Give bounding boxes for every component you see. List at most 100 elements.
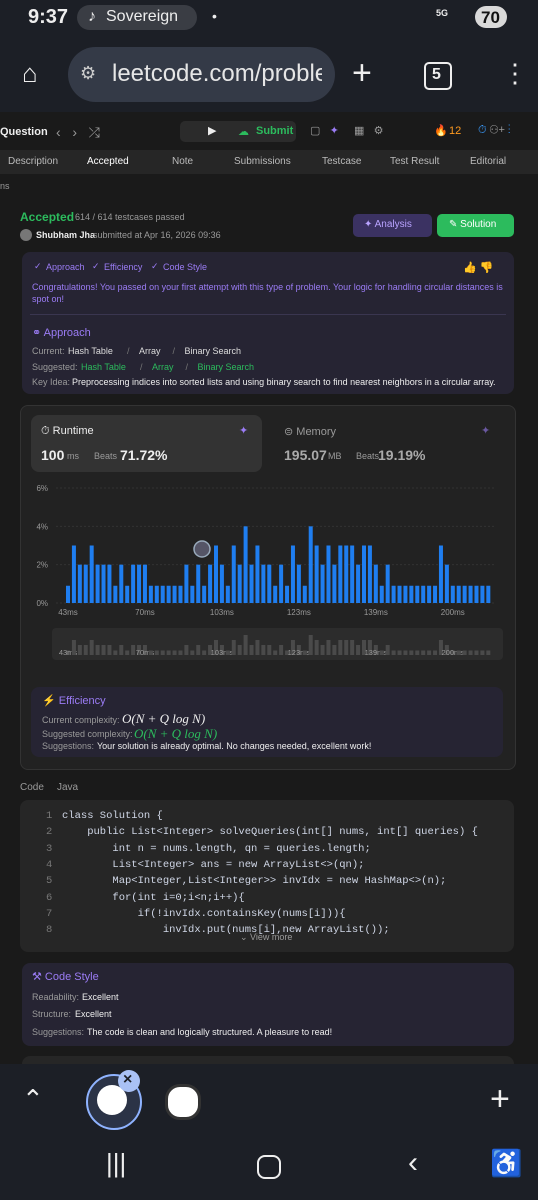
new-tab[interactable]: + xyxy=(352,54,372,92)
runtime-unit: ms xyxy=(67,451,79,461)
submit-button[interactable]: Submit xyxy=(256,125,294,137)
site-info[interactable]: ⚙ xyxy=(80,63,97,83)
bar xyxy=(409,585,414,603)
tag[interactable]: Hash Table xyxy=(81,362,126,372)
question-label[interactable]: Question xyxy=(0,126,48,138)
overview-label: 103ms xyxy=(211,648,234,657)
key-idea: Preprocessing indices into sorted lists … xyxy=(72,377,496,387)
bar xyxy=(308,526,313,603)
view-more[interactable]: ⌄ View more xyxy=(240,932,293,942)
runtime-value: 100 xyxy=(41,447,65,463)
spark: ✦ xyxy=(481,425,491,437)
bar xyxy=(385,564,390,603)
nav-arrows[interactable]: ‹ › ⤮ xyxy=(56,124,100,140)
bar xyxy=(367,545,372,603)
streak[interactable]: 12 xyxy=(449,125,462,137)
media-chip[interactable] xyxy=(77,5,197,30)
runtime-beats: 71.72% xyxy=(120,447,168,463)
accessibility[interactable]: ♿ xyxy=(490,1148,523,1178)
tab[interactable]: Test Result xyxy=(390,156,440,167)
menu[interactable]: ⋮ xyxy=(502,58,528,88)
analysis-button[interactable] xyxy=(353,214,432,237)
runtime-tile[interactable] xyxy=(31,415,262,472)
toolbar-icons[interactable]: ▢ ✦ ▦ ⚙ xyxy=(310,125,384,137)
overview-bar xyxy=(279,645,284,655)
url-bar[interactable] xyxy=(68,47,335,102)
overview-bar xyxy=(385,645,390,655)
recents[interactable]: ||| xyxy=(106,1148,127,1178)
overview-bar xyxy=(421,650,426,655)
tab-strip xyxy=(0,150,538,174)
code-style-heading-text: Code Style xyxy=(44,971,99,983)
runtime-chart: 0% 2% 4% 6% 43ms 43ms 70ms 70ms 103ms 103ms 123ms 1… xyxy=(36,484,503,660)
x-tick-label: 70ms xyxy=(135,608,155,617)
analysis-label: ✦ Analysis xyxy=(364,219,412,230)
tab[interactable]: Accepted xyxy=(87,156,129,167)
tab[interactable]: Description xyxy=(8,156,59,167)
overview-bar xyxy=(77,645,82,655)
x-tick-label: 123ms xyxy=(287,608,311,617)
tag[interactable]: Binary Search xyxy=(184,346,242,356)
tab[interactable]: Testcase xyxy=(322,156,362,167)
key-idea-label: Key Idea: xyxy=(32,377,71,387)
bar xyxy=(148,585,153,603)
avatar xyxy=(20,229,32,241)
bubble[interactable] xyxy=(165,1084,201,1120)
bar xyxy=(119,564,124,603)
tab-switcher[interactable] xyxy=(424,62,452,90)
approach-heading: ⚭ Approach xyxy=(32,327,91,339)
overview-bar xyxy=(66,650,70,655)
home[interactable] xyxy=(257,1155,281,1179)
tag[interactable]: Binary Search xyxy=(197,362,255,372)
overview-bar xyxy=(148,650,153,655)
feedback-tag[interactable]: Efficiency xyxy=(104,262,143,272)
solution-button[interactable] xyxy=(437,214,514,237)
overview-bar xyxy=(202,650,207,655)
tag[interactable]: Array xyxy=(139,346,161,356)
analysis-text: Analysis xyxy=(374,219,412,230)
battery xyxy=(475,6,507,28)
streak-icon: 🔥 xyxy=(434,125,448,137)
add[interactable]: + xyxy=(490,1080,510,1118)
overview-bar xyxy=(468,650,473,655)
overview-bar xyxy=(184,645,189,655)
tag[interactable]: Hash Table xyxy=(68,346,113,356)
battery-level: 70 xyxy=(481,8,500,27)
bar xyxy=(486,585,491,603)
x-tick-label: 103ms xyxy=(210,608,234,617)
view-more-text[interactable]: View more xyxy=(250,932,293,942)
line-number: 3 xyxy=(46,842,53,855)
overview-bar xyxy=(456,650,461,655)
close-bubble[interactable] xyxy=(118,1070,140,1092)
bar xyxy=(101,564,106,603)
expand[interactable]: ⌃ xyxy=(22,1084,44,1114)
bar xyxy=(350,545,355,603)
overview-bar xyxy=(113,650,118,655)
readability-label: Readability: xyxy=(32,992,80,1002)
bar xyxy=(196,564,201,603)
code-line: public List<Integer> solveQueries(int[] … xyxy=(62,826,478,839)
tab[interactable]: Note xyxy=(172,156,194,167)
feedback-tag[interactable]: Code Style xyxy=(163,262,208,272)
bar xyxy=(190,585,195,603)
x-tick-label: 200ms xyxy=(441,608,465,617)
bar xyxy=(462,585,467,603)
bar xyxy=(125,585,130,603)
overview-bar xyxy=(119,645,124,655)
tag[interactable]: Array xyxy=(152,362,174,372)
truncated-label: ns xyxy=(0,181,10,191)
user[interactable]: Shubham Jha xyxy=(36,230,96,240)
bar xyxy=(243,526,248,603)
separator: / xyxy=(172,346,176,356)
back[interactable]: ‹ xyxy=(408,1146,418,1179)
run-button[interactable]: ▶ xyxy=(208,125,217,137)
timer[interactable]: ⏱ ⚇+ ⋮ xyxy=(478,124,511,136)
overview-bar xyxy=(344,640,349,655)
feedback-tag[interactable]: Approach xyxy=(46,262,85,272)
thumbs[interactable]: 👍 👎 xyxy=(463,262,494,274)
home-button[interactable]: ⌂ xyxy=(22,58,38,88)
overview-bar xyxy=(225,650,230,655)
tab[interactable]: Editorial xyxy=(470,156,507,167)
tab-count: 5 xyxy=(432,66,441,83)
tab[interactable]: Submissions xyxy=(234,156,291,167)
